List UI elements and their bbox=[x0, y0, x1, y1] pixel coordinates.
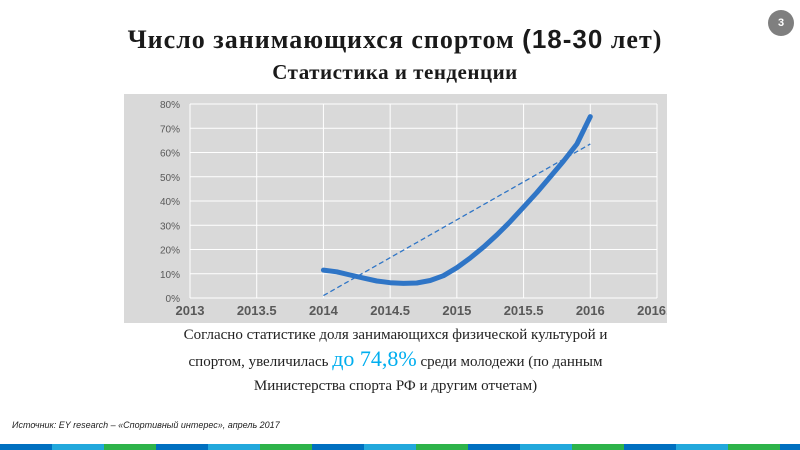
y-tick-label: 40% bbox=[160, 197, 180, 208]
x-tick-label: 2015 bbox=[442, 303, 471, 318]
caption-line-2-end: среди молодежи (по данным bbox=[416, 354, 603, 370]
y-tick-label: 60% bbox=[160, 149, 180, 160]
series-line bbox=[320, 114, 593, 286]
title-main: Число занимающихся спортом bbox=[127, 25, 523, 54]
caption-line-1: Согласно статистике доля занимающихся фи… bbox=[183, 327, 608, 343]
title-end: лет) bbox=[603, 25, 663, 54]
x-tick-label: 2013 bbox=[176, 303, 205, 318]
y-tick-label: 50% bbox=[160, 173, 180, 184]
y-tick-label: 80% bbox=[160, 100, 180, 111]
y-tick-label: 70% bbox=[160, 124, 180, 135]
bottom-color-stripe bbox=[0, 444, 800, 450]
caption-line-2-start: спортом, увеличилась bbox=[188, 354, 333, 370]
slide-title: Число занимающихся спортом (18-30 лет) bbox=[0, 24, 790, 55]
slide-number-badge: 3 bbox=[768, 10, 794, 36]
caption-box: Согласно статистике доля занимающихся фи… bbox=[124, 323, 667, 403]
slide-subtitle: Статистика и тенденции bbox=[272, 60, 518, 84]
x-tick-label: 2016 bbox=[576, 303, 605, 318]
x-tick-label: 2013.5 bbox=[237, 303, 277, 318]
trend-line bbox=[323, 143, 591, 297]
y-tick-label: 20% bbox=[160, 246, 180, 257]
caption-line-3: Министерства спорта РФ и другим отчетам) bbox=[253, 378, 538, 394]
x-tick-label: 2015.5 bbox=[504, 303, 544, 318]
y-tick-label: 0% bbox=[166, 294, 181, 305]
y-tick-label: 30% bbox=[160, 221, 180, 232]
line-chart: 0% 10% 20% 30% 40% 50% 60% 70% 80% 2013 2013.5 2014… bbox=[124, 94, 667, 323]
caption-highlight-value: до 74,8% bbox=[332, 346, 417, 371]
x-tick-label: 2014.5 bbox=[370, 303, 410, 318]
y-tick-label: 10% bbox=[160, 270, 180, 281]
title-paren: (18-30 bbox=[522, 24, 604, 54]
x-tick-label: 2014 bbox=[309, 303, 339, 318]
source-note: Источник: EY research – «Спортивный инте… bbox=[12, 420, 280, 430]
caption-line-2: спортом, увеличилась до 74,8% среди моло… bbox=[124, 347, 667, 374]
x-tick-label: 2016.5 bbox=[637, 303, 667, 318]
